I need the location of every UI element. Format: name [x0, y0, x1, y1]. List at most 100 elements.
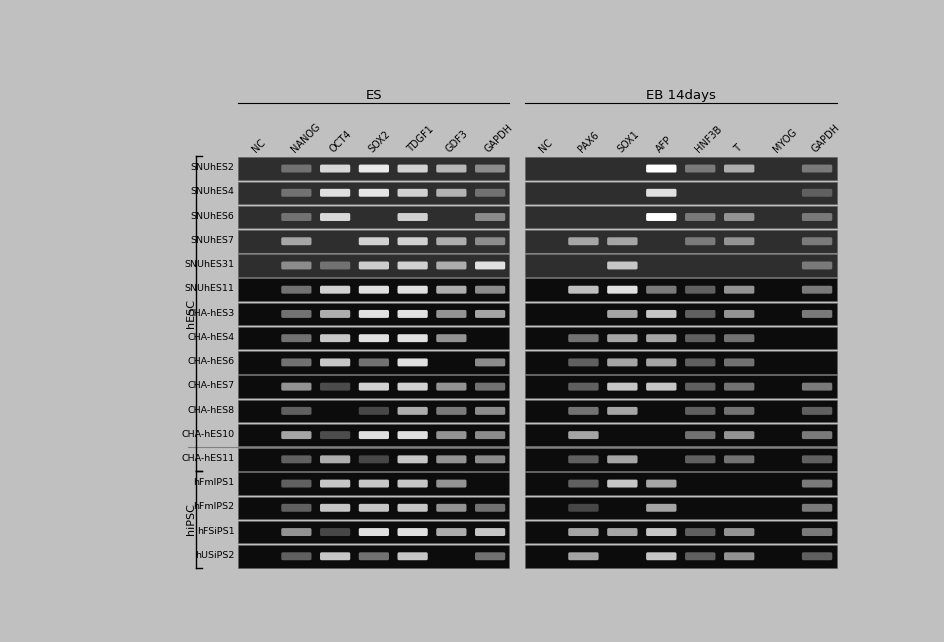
Bar: [525, 496, 835, 519]
FancyBboxPatch shape: [801, 164, 832, 173]
FancyBboxPatch shape: [475, 431, 505, 439]
FancyBboxPatch shape: [567, 552, 598, 560]
FancyBboxPatch shape: [359, 286, 389, 293]
Text: SOX2: SOX2: [366, 128, 392, 154]
Bar: [238, 205, 509, 229]
FancyBboxPatch shape: [320, 455, 350, 464]
Text: hFSiPS1: hFSiPS1: [196, 526, 234, 535]
FancyBboxPatch shape: [397, 504, 428, 512]
FancyBboxPatch shape: [281, 455, 312, 464]
Bar: [525, 182, 835, 204]
FancyBboxPatch shape: [684, 213, 715, 221]
FancyBboxPatch shape: [684, 528, 715, 536]
FancyBboxPatch shape: [475, 455, 505, 464]
Text: GAPDH: GAPDH: [482, 122, 514, 154]
FancyBboxPatch shape: [801, 504, 832, 512]
FancyBboxPatch shape: [475, 552, 505, 560]
Text: SNUhES6: SNUhES6: [191, 212, 234, 221]
FancyBboxPatch shape: [397, 310, 428, 318]
FancyBboxPatch shape: [397, 164, 428, 173]
FancyBboxPatch shape: [397, 286, 428, 293]
Text: HNF3B: HNF3B: [693, 123, 723, 154]
Text: T: T: [732, 143, 743, 154]
FancyBboxPatch shape: [801, 261, 832, 270]
Bar: [238, 157, 509, 180]
Text: EB 14days: EB 14days: [645, 89, 715, 102]
Text: SNUhES7: SNUhES7: [191, 236, 234, 245]
Text: SOX1: SOX1: [615, 128, 640, 154]
FancyBboxPatch shape: [281, 238, 312, 245]
FancyBboxPatch shape: [723, 286, 753, 293]
FancyBboxPatch shape: [567, 431, 598, 439]
FancyBboxPatch shape: [801, 528, 832, 536]
Text: GAPDH: GAPDH: [809, 122, 841, 154]
FancyBboxPatch shape: [646, 334, 676, 342]
FancyBboxPatch shape: [397, 334, 428, 342]
FancyBboxPatch shape: [281, 286, 312, 293]
Text: hFmIPS1: hFmIPS1: [193, 478, 234, 487]
Bar: [238, 351, 509, 374]
FancyBboxPatch shape: [320, 189, 350, 196]
FancyBboxPatch shape: [475, 407, 505, 415]
FancyBboxPatch shape: [607, 334, 637, 342]
FancyBboxPatch shape: [646, 189, 676, 196]
Text: ES: ES: [365, 89, 381, 102]
Bar: [525, 545, 835, 568]
FancyBboxPatch shape: [567, 504, 598, 512]
Text: NC: NC: [537, 137, 554, 154]
FancyBboxPatch shape: [397, 189, 428, 196]
Bar: [525, 302, 835, 325]
Text: SNUhES11: SNUhES11: [184, 284, 234, 293]
Bar: [525, 424, 835, 446]
FancyBboxPatch shape: [436, 407, 466, 415]
FancyBboxPatch shape: [646, 213, 676, 221]
FancyBboxPatch shape: [646, 358, 676, 367]
FancyBboxPatch shape: [397, 383, 428, 390]
FancyBboxPatch shape: [684, 310, 715, 318]
FancyBboxPatch shape: [320, 358, 350, 367]
FancyBboxPatch shape: [320, 334, 350, 342]
FancyBboxPatch shape: [646, 552, 676, 560]
Bar: [525, 327, 835, 349]
FancyBboxPatch shape: [397, 358, 428, 367]
FancyBboxPatch shape: [607, 238, 637, 245]
Bar: [238, 424, 509, 446]
FancyBboxPatch shape: [397, 431, 428, 439]
Bar: [525, 351, 835, 374]
Bar: [238, 302, 509, 325]
Text: SNUhES4: SNUhES4: [191, 187, 234, 196]
Text: CHA-hES6: CHA-hES6: [187, 357, 234, 366]
Text: NANOG: NANOG: [289, 121, 322, 154]
FancyBboxPatch shape: [607, 310, 637, 318]
FancyBboxPatch shape: [801, 455, 832, 464]
Text: hFmIPS2: hFmIPS2: [193, 503, 234, 512]
FancyBboxPatch shape: [607, 358, 637, 367]
Bar: [525, 473, 835, 495]
FancyBboxPatch shape: [475, 528, 505, 536]
FancyBboxPatch shape: [436, 504, 466, 512]
FancyBboxPatch shape: [397, 455, 428, 464]
FancyBboxPatch shape: [436, 286, 466, 293]
FancyBboxPatch shape: [475, 213, 505, 221]
FancyBboxPatch shape: [281, 407, 312, 415]
FancyBboxPatch shape: [359, 164, 389, 173]
FancyBboxPatch shape: [646, 383, 676, 390]
FancyBboxPatch shape: [607, 286, 637, 293]
FancyBboxPatch shape: [281, 334, 312, 342]
FancyBboxPatch shape: [281, 261, 312, 270]
FancyBboxPatch shape: [436, 334, 466, 342]
FancyBboxPatch shape: [436, 383, 466, 390]
FancyBboxPatch shape: [684, 358, 715, 367]
FancyBboxPatch shape: [646, 164, 676, 173]
FancyBboxPatch shape: [723, 213, 753, 221]
FancyBboxPatch shape: [397, 552, 428, 560]
FancyBboxPatch shape: [646, 310, 676, 318]
FancyBboxPatch shape: [607, 528, 637, 536]
FancyBboxPatch shape: [607, 455, 637, 464]
FancyBboxPatch shape: [397, 528, 428, 536]
FancyBboxPatch shape: [436, 431, 466, 439]
Bar: [238, 230, 509, 252]
FancyBboxPatch shape: [567, 238, 598, 245]
FancyBboxPatch shape: [359, 407, 389, 415]
FancyBboxPatch shape: [281, 213, 312, 221]
